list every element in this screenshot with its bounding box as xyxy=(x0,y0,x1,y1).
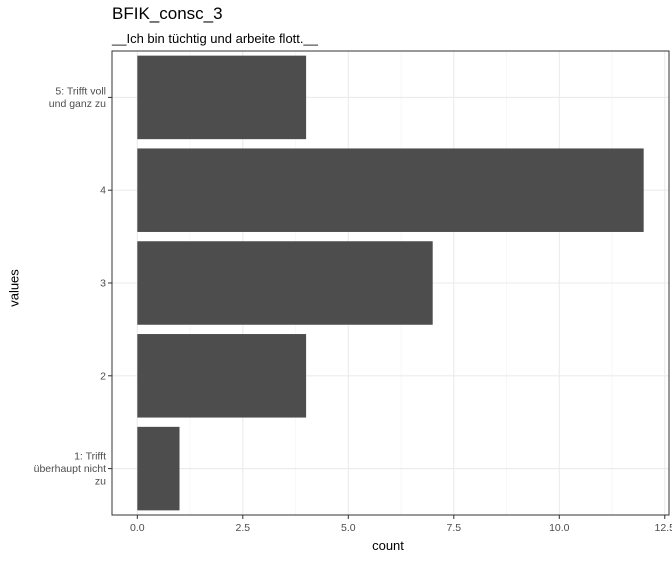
bar xyxy=(137,426,180,511)
y-tick-label: 5: Trifft voll und ganz zu xyxy=(49,86,106,111)
x-tick-label: 10.0 xyxy=(549,522,570,534)
chart-title: BFIK_consc_3 xyxy=(112,4,223,23)
chart-subtitle: __Ich bin tüchtig und arbeite flott.__ xyxy=(112,31,318,46)
y-tick-label: 3 xyxy=(100,278,106,290)
x-tick-label: 0.0 xyxy=(130,522,145,534)
bar-layer xyxy=(137,55,644,511)
x-tick-label: 2.5 xyxy=(236,522,251,534)
bar xyxy=(137,334,307,418)
x-tick-label: 12.5 xyxy=(655,522,672,534)
x-tick-label: 5.0 xyxy=(341,522,356,534)
y-tick-label: 4 xyxy=(100,185,106,197)
y-tick-label: 1: Trifft überhaupt nicht zu xyxy=(34,451,107,488)
bar xyxy=(137,241,433,325)
x-axis-label: count xyxy=(372,538,404,553)
x-tick-label: 7.5 xyxy=(446,522,461,534)
bar xyxy=(137,148,644,232)
y-tick-label: 2 xyxy=(100,370,106,382)
y-axis-label: values xyxy=(6,269,22,307)
bar xyxy=(137,55,307,140)
